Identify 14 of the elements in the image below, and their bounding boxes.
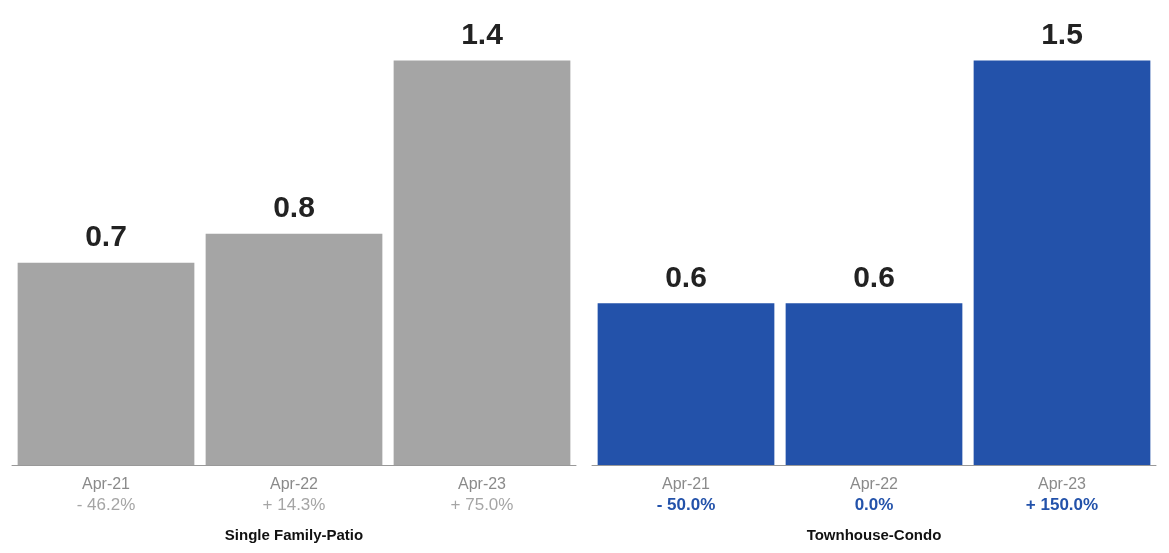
data-label: 1.4 xyxy=(461,16,504,50)
data-label: 0.6 xyxy=(665,259,707,293)
data-label: 0.7 xyxy=(85,219,127,253)
data-label: 0.8 xyxy=(273,190,315,224)
data-label: 1.5 xyxy=(1041,16,1083,50)
data-label: 0.6 xyxy=(853,259,895,293)
x-axis-title: Single Family-Patio xyxy=(224,526,364,543)
x-tick-label: Apr-23 + 150.0% xyxy=(1025,474,1099,514)
x-tick-label: Apr-23 + 75.0% xyxy=(450,474,514,514)
x-tick-label: Apr-22 0.0% xyxy=(849,474,899,514)
x-tick-label: Apr-22 + 14.3% xyxy=(262,474,326,514)
x-axis-title: Townhouse-Condo xyxy=(806,526,942,543)
x-tick-label: Apr-21 - 50.0% xyxy=(656,474,716,514)
x-tick-label: Apr-21 - 46.2% xyxy=(76,474,136,514)
